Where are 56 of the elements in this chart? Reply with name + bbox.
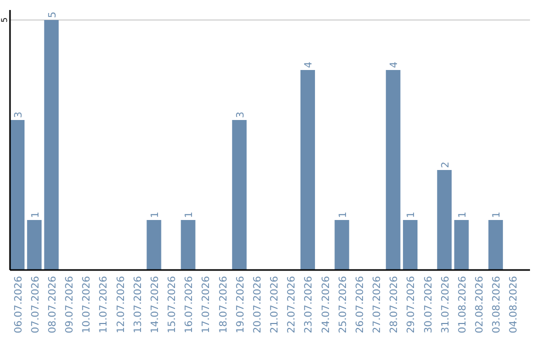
- x-tick-label: 15.07.2026: [167, 276, 178, 334]
- bar: [402, 220, 418, 270]
- x-tick-label: 19.07.2026: [235, 276, 246, 334]
- x-tick-label: 25.07.2026: [338, 276, 349, 334]
- x-tick-label: 01.08.2026: [457, 276, 468, 334]
- data-label: 1: [406, 212, 418, 218]
- bar: [10, 120, 25, 270]
- x-tick-label: 07.07.2026: [30, 276, 42, 334]
- x-tick-label: 12.07.2026: [116, 276, 127, 334]
- x-tick-label: 02.08.2026: [474, 276, 486, 334]
- x-tick-label: 04.08.2026: [508, 276, 520, 334]
- x-tick-label: 31.07.2026: [440, 276, 452, 334]
- x-tick-label: 21.07.2026: [270, 276, 281, 334]
- x-tick-label: 20.07.2026: [252, 276, 264, 334]
- data-label: 1: [492, 212, 503, 218]
- bar: [437, 170, 452, 270]
- bar: [27, 220, 42, 270]
- x-tick-label: 29.07.2026: [406, 276, 418, 334]
- x-tick-label: 24.07.2026: [320, 276, 332, 334]
- x-tick-label: 03.08.2026: [492, 276, 503, 334]
- data-label: 4: [304, 62, 315, 68]
- x-tick-label: 17.07.2026: [201, 276, 212, 334]
- x-tick-label: 06.07.2026: [13, 276, 24, 334]
- data-label: 1: [338, 212, 349, 218]
- x-tick-label: 30.07.2026: [423, 276, 434, 334]
- bar: [386, 70, 400, 270]
- data-label: 1: [184, 212, 196, 218]
- x-tick-label: 09.07.2026: [64, 276, 76, 334]
- x-tick-label: 28.07.2026: [389, 276, 400, 334]
- x-tick-label: 23.07.2026: [304, 276, 315, 334]
- data-label: 1: [150, 212, 161, 218]
- data-label: 2: [440, 162, 452, 168]
- x-tick-label: 14.07.2026: [150, 276, 161, 334]
- bar: [232, 120, 247, 270]
- bar: [180, 220, 196, 270]
- x-tick-label: 13.07.2026: [132, 276, 144, 334]
- x-tick-label: 26.07.2026: [354, 276, 366, 334]
- x-tick-label: 08.07.2026: [47, 276, 58, 334]
- bar: [488, 220, 503, 270]
- x-tick-label: 10.07.2026: [82, 276, 93, 334]
- x-tick-label: 27.07.2026: [372, 276, 384, 334]
- data-label: 1: [457, 212, 468, 218]
- data-label: 4: [389, 62, 400, 68]
- data-label: 1: [30, 212, 42, 218]
- x-tick-label: 16.07.2026: [184, 276, 196, 334]
- bar: [454, 220, 469, 270]
- x-tick-label: 22.07.2026: [286, 276, 298, 334]
- bar: [300, 70, 315, 270]
- x-tick-label: 18.07.2026: [218, 276, 230, 334]
- data-label: 3: [13, 112, 24, 118]
- x-tick-label: 11.07.2026: [98, 276, 110, 334]
- data-label: 3: [235, 112, 246, 118]
- bar: [334, 220, 350, 270]
- bar: [146, 220, 162, 270]
- data-label: 5: [47, 12, 58, 18]
- bar: [44, 20, 59, 270]
